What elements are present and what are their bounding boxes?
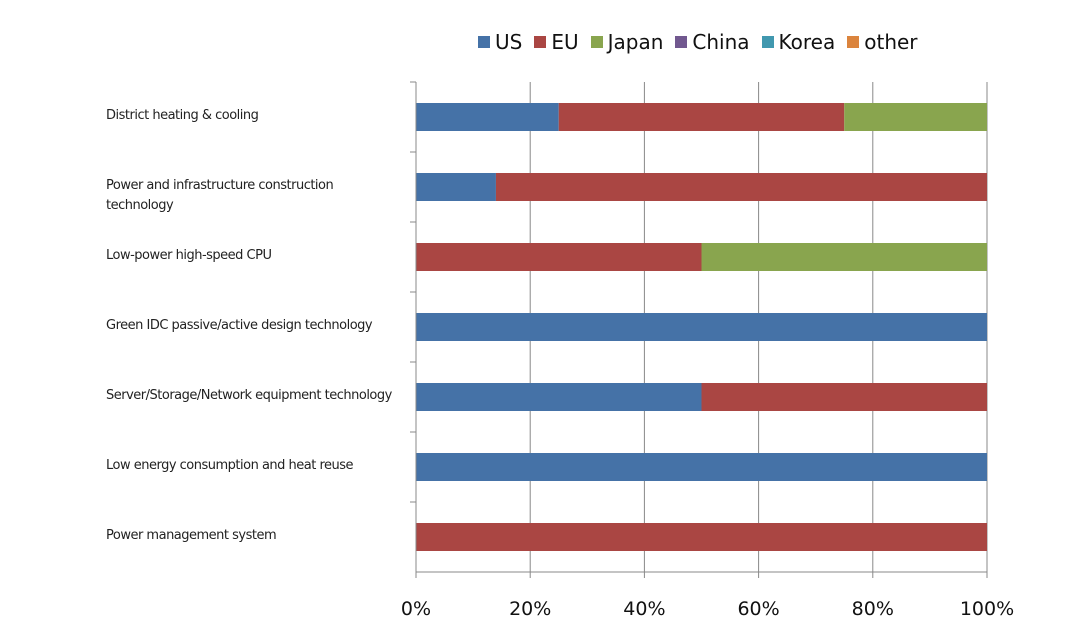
x-tick-label: 100% (959, 598, 1015, 620)
x-tick-label: 80% (851, 598, 894, 620)
legend-swatch (847, 36, 860, 48)
bar-segment (416, 103, 559, 131)
legend-item: EU (534, 30, 579, 54)
bar-segment (495, 173, 987, 201)
legend-label: Japan (607, 30, 664, 54)
bar-segment (416, 383, 702, 411)
bar-segment (844, 103, 987, 131)
x-tick-label: 40% (623, 598, 666, 620)
x-tick-label: 0% (400, 598, 432, 620)
x-tick-label: 60% (737, 598, 780, 620)
bar-segment (416, 523, 987, 551)
legend-label: other (864, 30, 918, 54)
legend-swatch (761, 36, 774, 48)
legend-label: EU (551, 30, 579, 54)
legend-swatch (675, 36, 688, 48)
bar-segment (701, 243, 987, 271)
legend-item: Japan (590, 30, 664, 54)
bar-segment (416, 453, 987, 481)
legend-swatch (534, 36, 547, 48)
legend-item: other (847, 30, 918, 54)
legend-item: US (478, 30, 522, 54)
legend-swatch (478, 36, 490, 48)
legend-label: US (495, 30, 523, 54)
y-tick-label: Low-power high-speed CPU (106, 248, 272, 263)
x-tick-label: 20% (509, 598, 552, 620)
y-tick-label: Power and infrastructure construction te… (106, 178, 334, 213)
y-tick-label: Green IDC passive/active design technolo… (106, 318, 373, 333)
y-tick-label: District heating & cooling (106, 108, 259, 123)
bar-segment (416, 173, 496, 201)
bar-segment (558, 103, 845, 131)
legend-item: Korea (761, 30, 836, 54)
bar-segment (416, 313, 987, 341)
legend-label: China (692, 30, 750, 54)
legend-label: Korea (778, 30, 836, 54)
legend-item: China (675, 30, 750, 54)
bar-segment (701, 383, 987, 411)
y-tick-label: Server/Storage/Network equipment technol… (106, 388, 392, 403)
bar-segment (416, 243, 702, 271)
y-tick-label: Power management system (106, 528, 277, 543)
legend: US EU Japan China Korea other (478, 30, 930, 54)
legend-swatch (590, 36, 603, 48)
y-tick-label: Low energy consumption and heat reuse (106, 458, 354, 473)
